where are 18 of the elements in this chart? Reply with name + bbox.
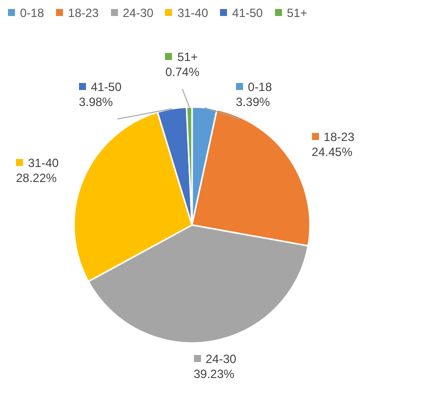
legend-label: 0-18 <box>248 80 272 94</box>
legend-label: 18-23 <box>324 130 354 144</box>
legend-label: 51+ <box>177 50 198 64</box>
category-label: 31-40 <box>177 6 208 20</box>
legend-label: 24-30 <box>206 352 236 366</box>
data-label: 0.74% <box>165 65 200 79</box>
data-label: 24.45% <box>312 144 352 159</box>
category-label: 18-23 <box>68 6 99 20</box>
data-label: 39.23% <box>194 367 234 382</box>
legend-label: 41-50 <box>90 80 122 94</box>
data-label: 3.39% <box>236 95 270 109</box>
category-label: 0-18 <box>20 6 44 20</box>
category-label: 24-30 <box>122 6 154 20</box>
legend-label: 31-40 <box>28 156 59 170</box>
category-label: 41-50 <box>232 6 263 20</box>
data-label: 28.22% <box>16 170 57 185</box>
category-label: 51+ <box>286 6 308 20</box>
data-label: 3.98% <box>78 95 113 109</box>
